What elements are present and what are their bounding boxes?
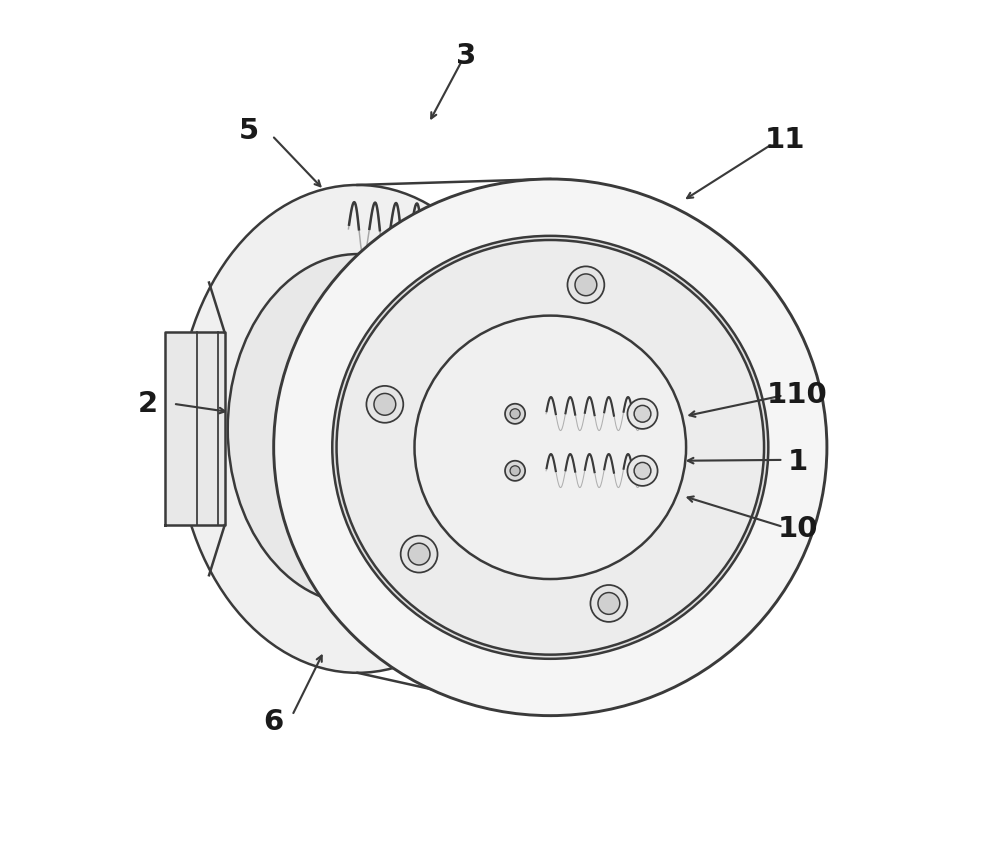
Text: 1: 1: [787, 448, 808, 476]
Text: 6: 6: [264, 708, 284, 736]
Ellipse shape: [567, 267, 604, 304]
Text: 10: 10: [777, 516, 818, 543]
Ellipse shape: [374, 394, 396, 415]
Ellipse shape: [510, 466, 520, 476]
Ellipse shape: [366, 386, 403, 423]
Ellipse shape: [415, 315, 686, 579]
Ellipse shape: [401, 536, 438, 573]
Ellipse shape: [505, 404, 525, 424]
Ellipse shape: [505, 461, 525, 481]
Ellipse shape: [627, 456, 658, 486]
Ellipse shape: [176, 185, 539, 673]
Text: 5: 5: [238, 117, 259, 145]
Ellipse shape: [590, 585, 627, 621]
Ellipse shape: [408, 543, 430, 565]
Polygon shape: [165, 332, 225, 526]
Ellipse shape: [228, 254, 487, 604]
Ellipse shape: [634, 463, 651, 479]
Ellipse shape: [634, 405, 651, 422]
Text: 11: 11: [765, 125, 805, 154]
Text: 3: 3: [456, 42, 477, 70]
Ellipse shape: [510, 409, 520, 419]
Ellipse shape: [575, 274, 597, 296]
Ellipse shape: [627, 399, 658, 429]
Ellipse shape: [598, 593, 620, 614]
Ellipse shape: [274, 179, 827, 716]
Text: 110: 110: [767, 381, 828, 410]
Text: 2: 2: [138, 389, 158, 418]
Ellipse shape: [337, 240, 764, 654]
Ellipse shape: [332, 235, 768, 659]
